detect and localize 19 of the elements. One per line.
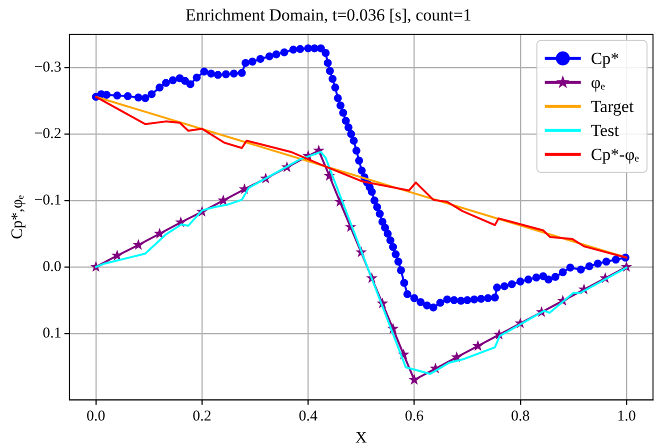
x-tick-label: 0.6 xyxy=(404,408,424,425)
y-tick-label: 0.1 xyxy=(42,325,62,342)
x-tick-label: 0.2 xyxy=(192,408,212,425)
y-tick-label: 0.0 xyxy=(42,258,62,275)
y-tick-label: −0.3 xyxy=(34,60,62,76)
y-axis-title: Cp*,φₑ xyxy=(8,195,26,240)
legend-label: Test xyxy=(590,120,620,140)
x-tick-label: 1.0 xyxy=(617,408,636,425)
x-tick-label: 0.8 xyxy=(510,408,530,425)
legend-label: Cp*-φₑ xyxy=(590,144,640,164)
x-tick-label: 0.0 xyxy=(86,408,106,425)
legend-label: Target xyxy=(590,96,634,116)
x-axis-title: X xyxy=(355,430,368,447)
x-tick-label: 0.4 xyxy=(298,408,318,425)
legend-label: Cp* xyxy=(590,48,620,68)
y-tick-label: −0.2 xyxy=(34,126,62,142)
legend-label: φₑ xyxy=(590,72,606,92)
chart-title: Enrichment Domain, t=0.036 [s], count=1 xyxy=(186,6,472,25)
y-tick-label: −0.1 xyxy=(34,192,62,208)
